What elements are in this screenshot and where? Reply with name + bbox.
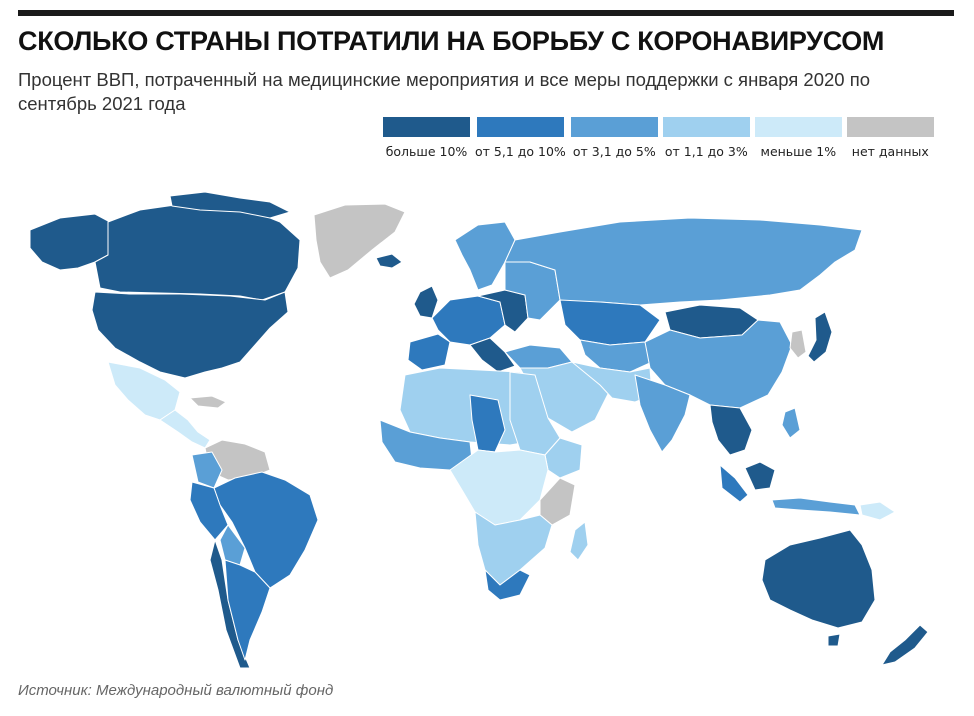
region-india	[634, 374, 691, 453]
legend-swatch	[662, 117, 750, 137]
legend-swatch	[476, 117, 564, 137]
region-new-zealand	[881, 624, 929, 666]
legend: больше 10% от 5,1 до 10% от 3,1 до 5% от…	[383, 117, 934, 159]
region-japan	[807, 311, 833, 363]
legend-item-1-3: от 1,1 до 3%	[662, 117, 750, 159]
region-canada	[94, 204, 301, 301]
legend-swatch	[383, 117, 470, 137]
region-east-africa	[539, 477, 576, 526]
region-southeast-asia	[709, 404, 753, 456]
legend-item-5-10: от 5,1 до 10%	[475, 117, 566, 159]
legend-item-under-1: меньше 1%	[754, 117, 842, 159]
legend-label: нет данных	[851, 144, 929, 159]
region-tasmania	[827, 633, 841, 647]
map-subtitle: Процент ВВП, потраченный на медицинские …	[18, 69, 871, 114]
region-usa	[91, 291, 289, 379]
legend-swatch	[846, 117, 934, 137]
region-iberia	[407, 333, 451, 371]
map-source: Источник: Международный валютный фонд	[18, 682, 334, 699]
region-central-asia	[579, 339, 653, 373]
legend-label: от 1,1 до 3%	[664, 144, 748, 159]
legend-swatch	[754, 117, 842, 137]
region-indonesia	[719, 464, 749, 503]
legend-item-3-5: от 3,1 до 5%	[570, 117, 658, 159]
legend-swatch	[570, 117, 658, 137]
legend-label: меньше 1%	[760, 144, 837, 159]
region-madagascar	[569, 521, 589, 561]
region-colombia	[191, 451, 223, 489]
region-iceland	[375, 253, 403, 269]
region-western-europe	[431, 295, 506, 346]
region-chile	[209, 539, 251, 669]
legend-label: больше 10%	[385, 144, 468, 159]
region-peru	[189, 481, 229, 541]
region-papua	[859, 501, 896, 521]
region-korea	[789, 329, 807, 359]
region-central-america	[159, 409, 211, 449]
top-rule	[18, 10, 954, 16]
region-russia	[504, 217, 863, 311]
region-uk	[413, 285, 439, 319]
region-italy-balkans	[469, 337, 516, 373]
region-central-africa	[449, 449, 549, 526]
region-greenland	[313, 203, 406, 279]
world-map	[29, 191, 929, 669]
region-australia	[761, 529, 876, 629]
region-argentina	[224, 559, 271, 661]
region-caribbean	[189, 395, 227, 409]
legend-label: от 5,1 до 10%	[475, 144, 566, 159]
map-title: СКОЛЬКО СТРАНЫ ПОТРАТИЛИ НА БОРЬБУ С КОР…	[18, 26, 885, 56]
region-malaysia	[744, 461, 776, 491]
region-philippines	[781, 407, 801, 439]
region-southern-africa	[474, 511, 553, 586]
region-indonesia-east	[771, 497, 861, 516]
region-kazakhstan	[559, 299, 661, 346]
region-arctic-islands	[169, 191, 291, 219]
region-brazil	[213, 471, 319, 589]
region-south-africa	[484, 569, 531, 601]
legend-item-over-10: больше 10%	[383, 117, 470, 159]
legend-item-no-data: нет данных	[846, 117, 934, 159]
legend-label: от 3,1 до 5%	[572, 144, 656, 159]
region-scandinavia	[454, 221, 516, 291]
